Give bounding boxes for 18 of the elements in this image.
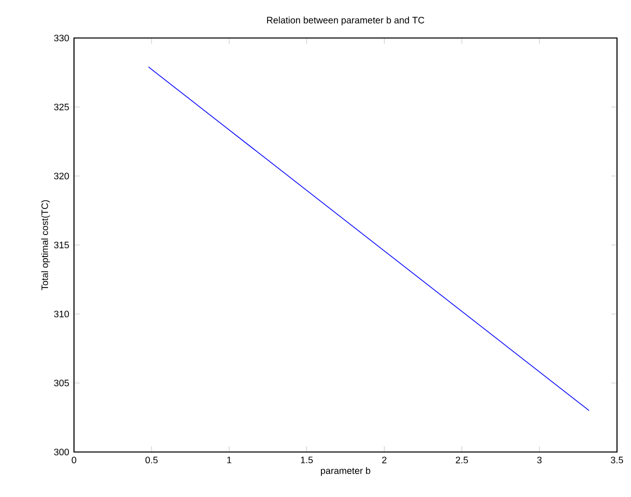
y-tick-label: 300	[54, 448, 69, 456]
x-tick-label: 2.5	[456, 456, 468, 464]
x-axis-title: parameter b	[320, 467, 370, 476]
x-tick-label: 3.5	[610, 456, 624, 464]
x-tick-label: 1	[227, 456, 232, 464]
y-tick-label: 330	[54, 34, 69, 42]
y-tick-label: 310	[54, 310, 69, 318]
x-tick-label: 1.5	[300, 456, 313, 464]
x-tick-label: 3	[537, 456, 542, 464]
y-tick-label: 320	[54, 172, 69, 180]
x-tick-label: 0	[72, 456, 76, 464]
y-tick-label: 315	[54, 242, 69, 248]
y-tick-label: 305	[54, 380, 69, 386]
y-tick-label: 325	[54, 104, 69, 110]
x-tick-label: 2	[382, 456, 386, 464]
x-tick-label: 0.5	[145, 456, 158, 464]
chart-title: Relation between parameter b and TC	[267, 16, 424, 26]
y-axis-title: Total optimal cost(TC)	[41, 200, 50, 290]
